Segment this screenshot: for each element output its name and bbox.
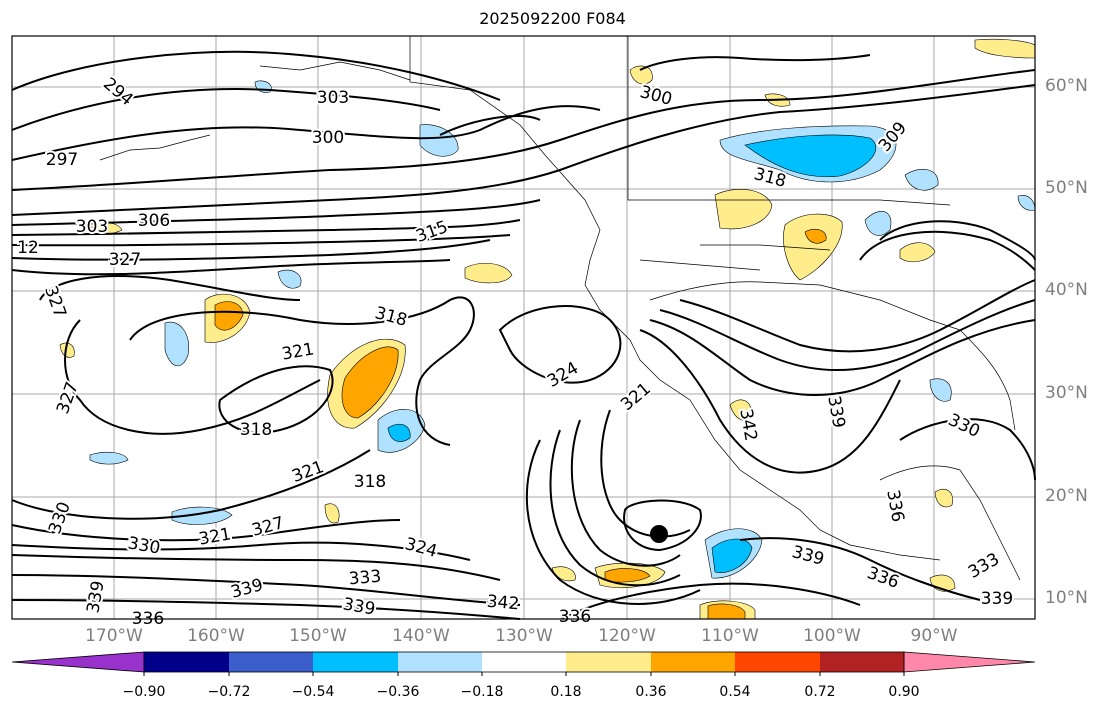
- contour-label: 333: [348, 567, 382, 590]
- contour-label: 318: [240, 420, 272, 440]
- shade-blue: [387, 423, 411, 442]
- colorbar-label: 0.36: [635, 684, 667, 700]
- shade-blue-light: [419, 124, 459, 157]
- colorbar-swatch: [482, 652, 566, 672]
- shade-blue-light: [864, 211, 892, 236]
- colorbar-label: −0.90: [122, 684, 166, 700]
- shade-yellow: [629, 65, 653, 85]
- contour-label: 303: [317, 88, 349, 108]
- shade-blue-light: [904, 168, 939, 191]
- shade-yellow: [714, 189, 773, 230]
- lat-label-30: 30°N: [1045, 383, 1088, 403]
- contour-label: 318: [354, 472, 386, 492]
- colorbar-label: −0.72: [207, 684, 251, 700]
- colorbar-swatch: [229, 652, 313, 672]
- lat-label-60: 60°N: [1045, 76, 1088, 96]
- colorbar-label: 0.54: [719, 684, 751, 700]
- height-contours: [11, 50, 1036, 620]
- lat-label-50: 50°N: [1045, 178, 1088, 198]
- shade-orange: [214, 301, 244, 331]
- contour-label: 300: [312, 128, 344, 148]
- lon-label-110w: 110°W: [701, 626, 759, 646]
- lat-label-20: 20°N: [1045, 486, 1088, 506]
- lon-label-130w: 130°W: [495, 626, 553, 646]
- shade-yellow: [324, 503, 340, 524]
- colorbar-extend-min: [11, 651, 145, 673]
- lat-label-10: 10°N: [1045, 588, 1088, 608]
- colorbar-label: 0.90: [888, 684, 920, 700]
- contour-label: 336: [559, 607, 591, 627]
- colorbar-swatch: [313, 652, 398, 672]
- colorbar-label: 0.18: [550, 684, 582, 700]
- colorbar-swatch: [144, 652, 229, 672]
- shade-yellow: [464, 262, 513, 284]
- contour-label: 12: [17, 238, 39, 258]
- colorbar: [11, 651, 1036, 676]
- colorbar-swatch: [566, 652, 651, 672]
- shade-blue-light: [929, 378, 952, 402]
- hurricane-center-icon: [650, 525, 668, 543]
- colorbar-swatch: [820, 652, 904, 672]
- shade-blue-light: [277, 269, 302, 289]
- contour-label: 339: [981, 589, 1013, 609]
- lon-label-90w: 90°W: [910, 626, 958, 646]
- contour-label: 321: [197, 524, 232, 549]
- contour-label: 327: [109, 250, 141, 270]
- shade-blue: [744, 134, 877, 177]
- lon-label-100w: 100°W: [803, 626, 861, 646]
- contour-label: 303: [76, 217, 108, 237]
- shade-blue-light: [164, 321, 190, 366]
- lon-label-120w: 120°W: [598, 626, 656, 646]
- shade-blue: [711, 538, 753, 573]
- colorbar-label: −0.18: [460, 684, 504, 700]
- colorbar-label: −0.36: [376, 684, 420, 700]
- map-frame: [11, 35, 1036, 620]
- lon-label-150w: 150°W: [289, 626, 347, 646]
- colorbar-swatch: [735, 652, 820, 672]
- shade-orange: [341, 346, 399, 419]
- shaded-field: [59, 38, 1036, 620]
- colorbar-extend-max: [903, 651, 1036, 673]
- lon-label-160w: 160°W: [187, 626, 245, 646]
- lat-label-40: 40°N: [1045, 280, 1088, 300]
- shade-blue-light: [89, 451, 129, 465]
- shade-yellow: [729, 399, 753, 421]
- colorbar-label: 0.72: [804, 684, 836, 700]
- colorbar-outline: [143, 651, 905, 673]
- shade-yellow: [899, 242, 936, 263]
- colorbar-label: −0.54: [291, 684, 335, 700]
- contour-label: 306: [138, 211, 170, 231]
- coastlines-borders: [99, 36, 1021, 581]
- shade-orange: [804, 228, 827, 244]
- colorbar-swatch: [651, 652, 735, 672]
- contour-label: 342: [486, 592, 520, 615]
- shade-orange: [707, 603, 746, 620]
- colorbar-swatch: [398, 652, 482, 672]
- contour-label: 297: [46, 150, 78, 170]
- lon-label-140w: 140°W: [392, 626, 450, 646]
- lon-label-170w: 170°W: [85, 626, 143, 646]
- shade-yellow: [783, 213, 843, 281]
- map-title: 2025092200 F084: [479, 9, 626, 28]
- shade-yellow: [934, 489, 953, 508]
- graticule: [12, 36, 1035, 619]
